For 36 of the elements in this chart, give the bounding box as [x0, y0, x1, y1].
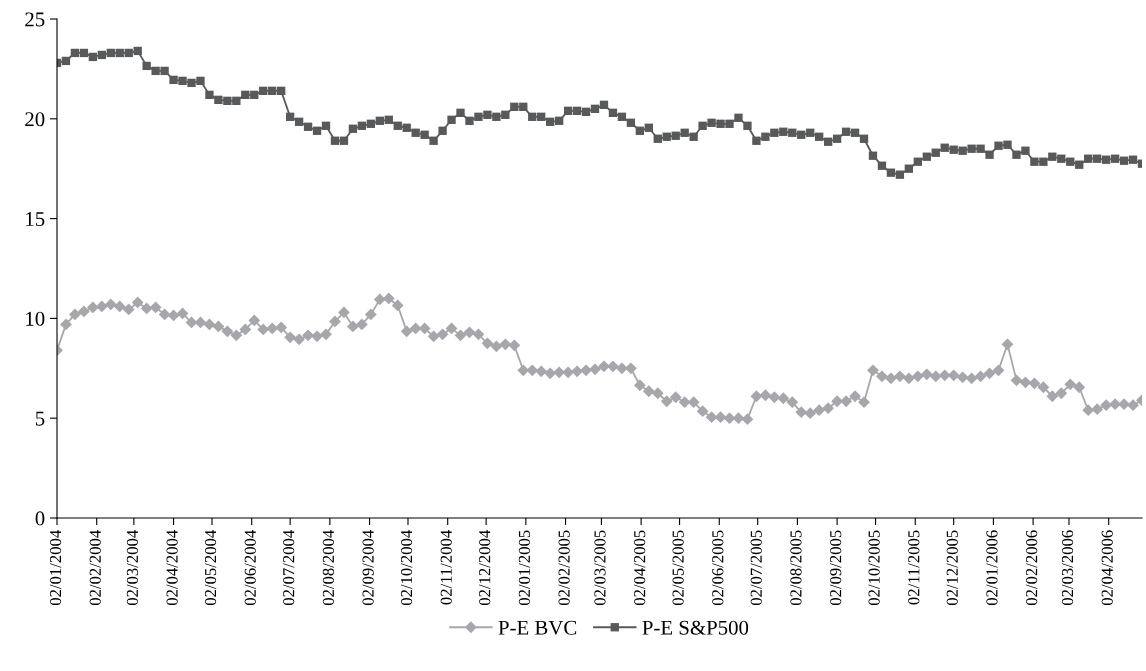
- x-tick-label: 02/02/2005: [558, 530, 570, 606]
- x-tick-label: 02/06/2004: [244, 530, 256, 606]
- x-tick-label: 02/05/2005: [672, 530, 684, 606]
- x-tick-label: 02/03/2005: [594, 530, 606, 606]
- x-tick-label: 02/03/2004: [126, 530, 139, 606]
- x-tick-label: 02/04/2005: [634, 530, 646, 606]
- x-tick-label: 02/02/2004: [89, 530, 101, 606]
- legend-label: P-E S&P500: [642, 620, 749, 635]
- x-tick-label: 02/10/2005: [868, 530, 880, 606]
- y-tick-label: 10: [26, 311, 45, 326]
- y-tick-label: 25: [25, 12, 45, 27]
- x-tick-label: 02/01/2005: [518, 530, 531, 606]
- x-tick-label: 02/11/2004: [440, 530, 452, 605]
- x-tick-label: 02/11/2005: [908, 530, 920, 605]
- y-tick-label: 15: [26, 212, 45, 227]
- x-tick-label: 02/07/2004: [283, 530, 295, 606]
- legend-label: P-E BVC: [498, 620, 577, 635]
- y-tick-label: 0: [35, 511, 45, 526]
- x-tick-label: 02/05/2004: [204, 530, 217, 606]
- x-tick-label: 02/10/2004: [400, 530, 413, 606]
- x-tick-label: 02/04/2004: [166, 530, 178, 606]
- y-tick-label: 5: [35, 411, 45, 426]
- x-tick-label: 02/09/2004: [362, 530, 374, 606]
- x-tick-label: 02/12/2004: [479, 530, 491, 606]
- x-tick-label: 02/01/2004: [49, 530, 62, 606]
- x-tick-label: 02/08/2004: [322, 530, 335, 606]
- y-tick-label: 20: [25, 112, 45, 127]
- x-tick-label: 02/02/2006: [1026, 530, 1038, 606]
- x-tick-label: 02/07/2005: [750, 530, 762, 606]
- x-tick-label: 02/12/2005: [946, 530, 958, 606]
- x-tick-label: 02/06/2005: [712, 530, 724, 606]
- x-tick-label: 02/01/2006: [986, 530, 998, 606]
- x-tick-label: 02/08/2005: [790, 530, 802, 606]
- x-tick-label: 02/09/2005: [830, 530, 842, 606]
- x-tick-label: 02/04/2006: [1101, 530, 1113, 606]
- x-tick-label: 02/03/2006: [1061, 530, 1074, 606]
